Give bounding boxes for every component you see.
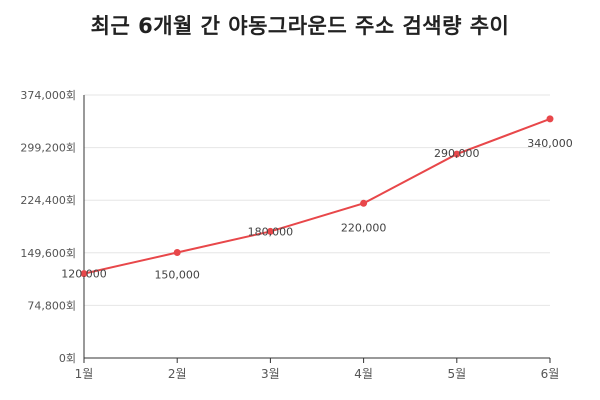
y-tick-label: 0회: [59, 352, 76, 365]
data-label: 290,000: [434, 147, 480, 160]
x-tick-label: 6월: [541, 367, 560, 381]
y-tick-label: 374,000회: [20, 89, 76, 102]
series-line-group: [80, 115, 554, 278]
y-tick-label: 224,400회: [20, 194, 76, 207]
y-tick-label: 149,600회: [20, 247, 76, 260]
data-label: 220,000: [341, 221, 387, 234]
data-point: [266, 227, 274, 235]
chart-title: 최근 6개월 간 야동그라운드 주소 검색량 추이: [90, 14, 510, 38]
y-axis: 0회 74,800회 149,600회 224,400회 299,200회 374,000…: [20, 89, 85, 365]
x-axis: 1월 2월 3월 4월 5월 6월: [75, 357, 560, 381]
x-tick-label: 3월: [261, 367, 280, 381]
grid-lines: [84, 94, 550, 306]
x-tick-label: 1월: [75, 367, 94, 381]
data-labels: 120,000 150,000 180,000 220,000 290,000 340,0…: [61, 137, 573, 282]
x-tick-label: 4월: [354, 367, 373, 381]
data-label: 340,000: [527, 137, 573, 150]
data-point: [360, 199, 368, 207]
series-line: [83, 117, 551, 275]
data-label: 120,000: [61, 268, 107, 281]
data-point: [453, 150, 461, 158]
y-tick-label: 299,200회: [20, 142, 76, 155]
x-tick-label: 2월: [168, 367, 187, 381]
data-point: [173, 249, 181, 257]
data-point: [546, 115, 554, 123]
y-tick-label: 74,800회: [27, 299, 76, 312]
data-point: [80, 270, 88, 278]
data-label: 180,000: [248, 225, 294, 238]
x-tick-label: 5월: [447, 367, 466, 381]
data-label: 150,000: [154, 269, 200, 282]
